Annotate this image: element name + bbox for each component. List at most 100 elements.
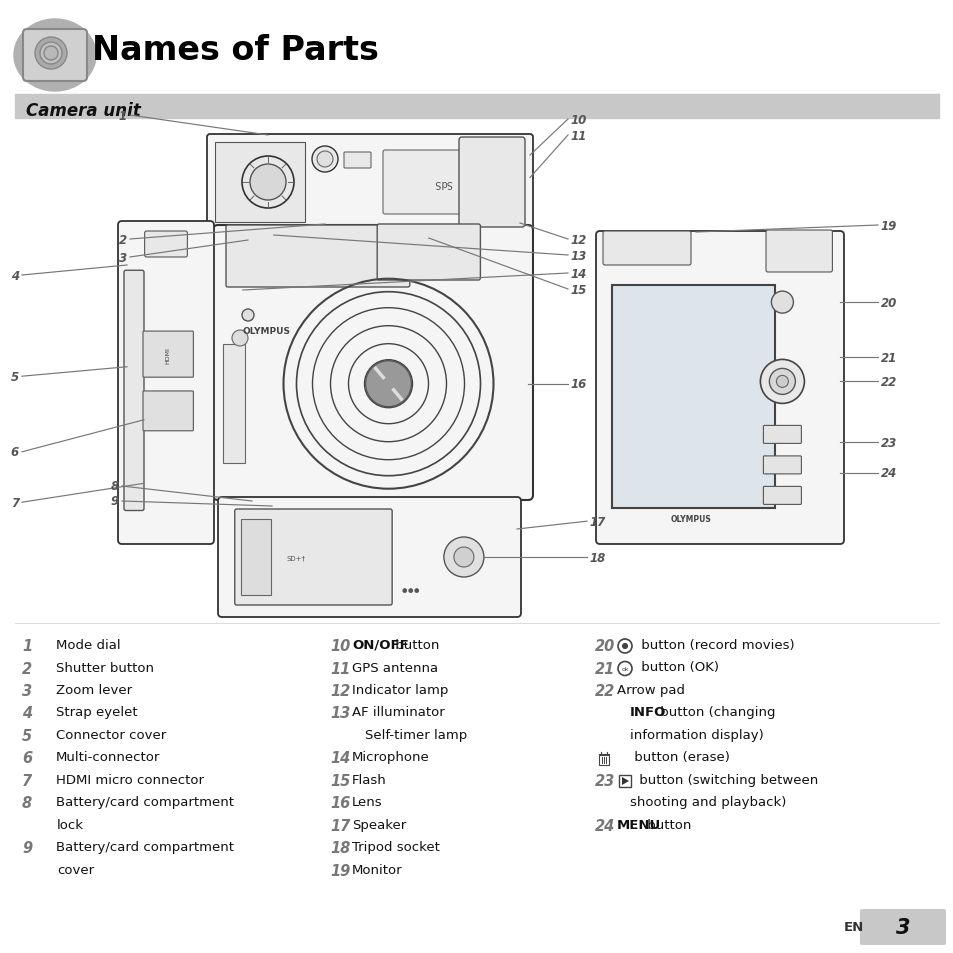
Text: 11: 11 (330, 660, 350, 676)
Text: 24: 24 (595, 818, 615, 833)
Text: 13: 13 (571, 250, 587, 262)
Text: Camera unit: Camera unit (26, 102, 141, 120)
Text: Microphone: Microphone (352, 751, 429, 763)
Text: Lens: Lens (352, 796, 382, 809)
Circle shape (408, 589, 413, 593)
Bar (240, 519, 271, 596)
FancyBboxPatch shape (382, 151, 501, 214)
Text: GPS antenna: GPS antenna (352, 660, 437, 674)
Text: 19: 19 (330, 863, 350, 878)
Bar (612, 286, 775, 509)
FancyBboxPatch shape (226, 226, 410, 288)
Text: Indicator lamp: Indicator lamp (352, 683, 448, 697)
FancyBboxPatch shape (23, 30, 87, 82)
Circle shape (232, 331, 248, 347)
Text: 16: 16 (571, 377, 587, 391)
FancyBboxPatch shape (762, 426, 801, 444)
Text: 17: 17 (330, 818, 350, 833)
FancyBboxPatch shape (143, 332, 193, 377)
Text: 16: 16 (330, 796, 350, 811)
Text: EN: EN (843, 921, 863, 934)
Text: button (erase): button (erase) (629, 751, 729, 763)
Circle shape (312, 147, 337, 172)
Text: SD+†: SD+† (286, 555, 305, 560)
Text: Flash: Flash (352, 773, 386, 786)
Text: button (OK): button (OK) (637, 660, 719, 674)
Text: 2: 2 (22, 660, 32, 676)
Text: 11: 11 (571, 130, 587, 142)
Text: HDMI micro connector: HDMI micro connector (56, 773, 204, 786)
Circle shape (415, 589, 418, 593)
Text: 8: 8 (111, 480, 119, 493)
FancyBboxPatch shape (234, 510, 392, 605)
Text: Shutter button: Shutter button (56, 660, 153, 674)
Text: Multi-connector: Multi-connector (56, 751, 160, 763)
Text: 7: 7 (10, 497, 19, 509)
Text: 10: 10 (571, 113, 587, 127)
Circle shape (760, 360, 803, 404)
Text: 3: 3 (119, 252, 127, 264)
Text: Strap eyelet: Strap eyelet (56, 706, 137, 719)
Text: 19: 19 (880, 219, 897, 233)
FancyBboxPatch shape (596, 232, 843, 544)
Text: 18: 18 (330, 841, 350, 856)
Text: 22: 22 (880, 375, 897, 389)
Bar (223, 345, 245, 464)
Text: 12: 12 (330, 683, 350, 699)
Text: 6: 6 (10, 446, 19, 458)
Text: 12: 12 (571, 233, 587, 246)
FancyBboxPatch shape (765, 231, 832, 273)
Text: 18: 18 (589, 551, 605, 564)
Text: button: button (391, 639, 439, 651)
Text: Self-timer lamp: Self-timer lamp (365, 728, 467, 741)
Circle shape (250, 165, 286, 201)
Circle shape (776, 376, 787, 388)
FancyBboxPatch shape (124, 271, 144, 511)
Circle shape (242, 157, 294, 209)
Text: 1: 1 (119, 110, 127, 122)
Circle shape (622, 644, 627, 649)
Bar (15, 95, 938, 119)
FancyBboxPatch shape (762, 456, 801, 475)
Text: Connector cover: Connector cover (56, 728, 166, 741)
Text: 10: 10 (330, 639, 350, 654)
Circle shape (316, 152, 333, 168)
Text: 3: 3 (895, 917, 909, 937)
Text: 14: 14 (571, 267, 587, 280)
Text: ok: ok (620, 666, 628, 671)
Text: Tripod socket: Tripod socket (352, 841, 439, 854)
FancyBboxPatch shape (458, 138, 524, 228)
Polygon shape (621, 778, 628, 785)
Text: 20: 20 (595, 639, 615, 654)
Circle shape (768, 369, 795, 395)
Text: 8: 8 (22, 796, 32, 811)
Bar (214, 143, 304, 223)
Text: 23: 23 (595, 773, 615, 788)
Text: information display): information display) (629, 728, 763, 741)
Ellipse shape (14, 20, 96, 91)
Text: OLYMPUS: OLYMPUS (243, 326, 291, 335)
Text: OLYMPUS: OLYMPUS (670, 514, 711, 523)
Text: cover: cover (57, 863, 94, 876)
FancyBboxPatch shape (762, 487, 801, 505)
Circle shape (402, 589, 406, 593)
Text: 1: 1 (22, 639, 32, 654)
Circle shape (242, 310, 253, 322)
Bar (598, 755, 608, 764)
Text: lock: lock (57, 818, 84, 831)
Text: 15: 15 (330, 773, 350, 788)
Text: 5: 5 (22, 728, 32, 743)
FancyBboxPatch shape (207, 135, 533, 231)
Text: 20: 20 (880, 296, 897, 310)
Text: 9: 9 (111, 495, 119, 508)
Text: 14: 14 (330, 751, 350, 765)
Bar (618, 775, 630, 787)
Text: 15: 15 (571, 283, 587, 296)
FancyBboxPatch shape (145, 232, 187, 257)
Text: 4: 4 (22, 706, 32, 720)
Text: 4: 4 (10, 269, 19, 282)
Text: INFO: INFO (629, 706, 666, 719)
Text: 6: 6 (22, 751, 32, 765)
Circle shape (365, 361, 411, 407)
Text: Arrow pad: Arrow pad (617, 683, 684, 697)
